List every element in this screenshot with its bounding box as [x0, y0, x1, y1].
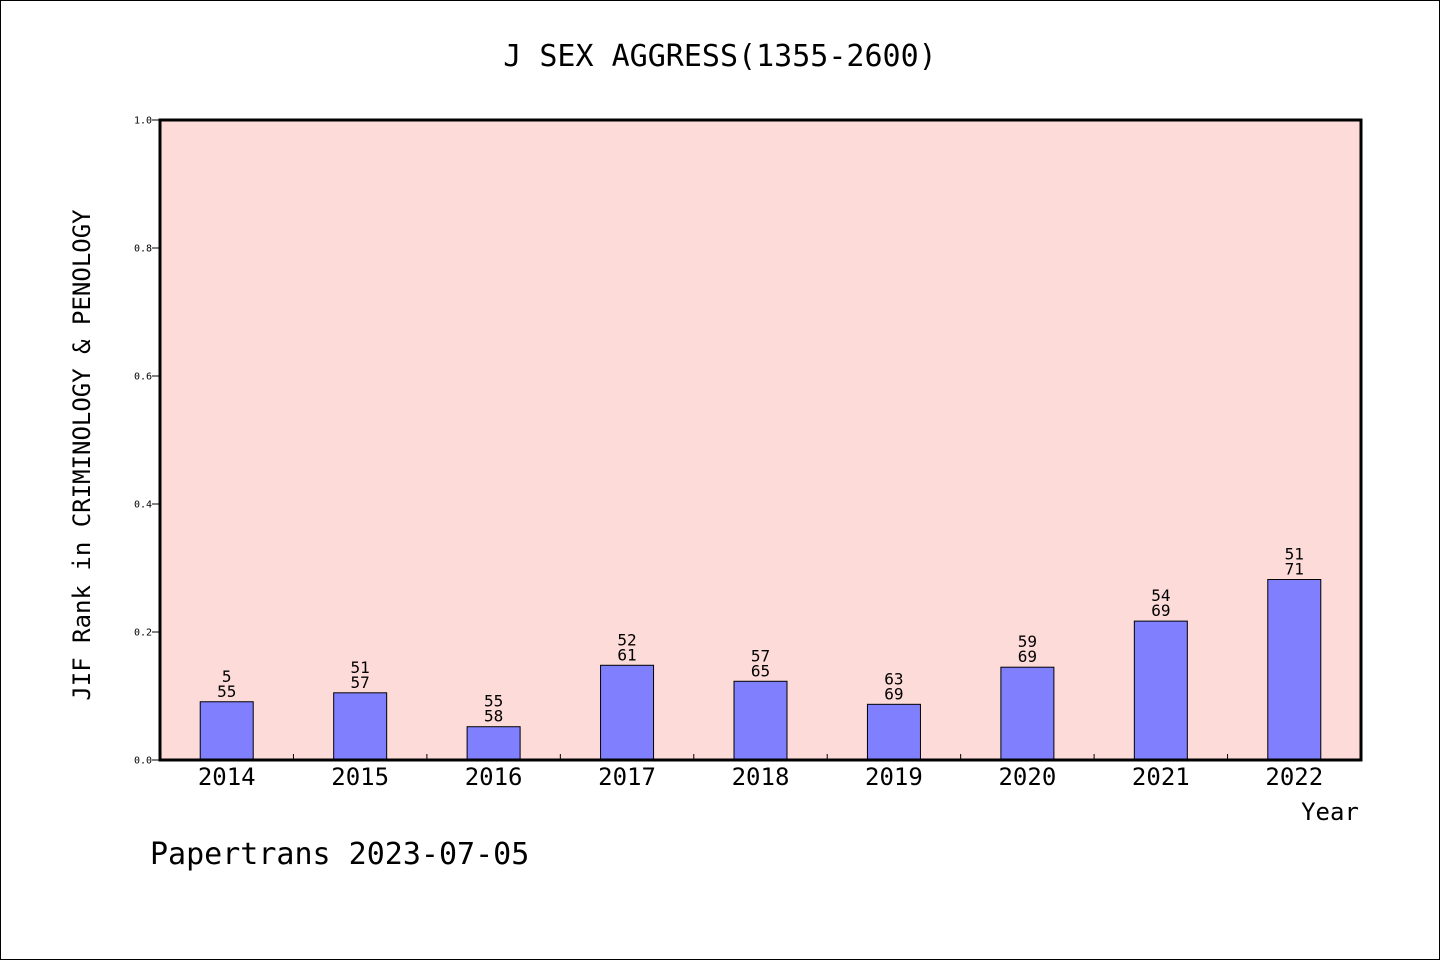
bar-rank-label: 59	[1018, 632, 1037, 651]
x-tick-label: 2017	[598, 763, 656, 791]
bar-total-label: 69	[1018, 647, 1037, 666]
x-tick-label: 2022	[1265, 763, 1323, 791]
bar-2018	[733, 680, 788, 761]
plot-frame	[158, 118, 1363, 762]
bar-total-label: 65	[751, 661, 770, 680]
bar-2020	[1000, 666, 1055, 761]
bar-total-label: 69	[1151, 601, 1170, 620]
bar-2014	[199, 701, 254, 761]
x-tick-label: 2019	[865, 763, 923, 791]
bar-2021	[1133, 620, 1188, 761]
bar-total-label: 69	[884, 684, 903, 703]
x-tick-label: 2016	[465, 763, 523, 791]
x-tick-label: 2020	[998, 763, 1056, 791]
x-tick-label: 2015	[331, 763, 389, 791]
bar-total-label: 55	[217, 682, 236, 701]
y-axis-label: JIF Rank in CRIMINOLOGY & PENOLOGY	[68, 209, 96, 701]
bar-rank-label: 55	[484, 692, 503, 711]
y-tick-label: 0.6	[134, 372, 152, 383]
bar-2015	[333, 692, 388, 761]
bar-2017	[600, 664, 655, 761]
chart-title: J SEX AGGRESS(1355-2600)	[503, 39, 936, 74]
y-tick-label: 0.0	[134, 756, 152, 767]
bar-2022	[1267, 579, 1322, 761]
bar-total-label: 58	[484, 707, 503, 726]
x-tick-label: 2018	[732, 763, 790, 791]
x-axis: 2014 2015 2016 2017 2018 2019 2020 2021 2022	[198, 754, 1323, 791]
bar-2019	[866, 703, 921, 761]
bar-total-label: 57	[351, 673, 370, 692]
bar-series	[199, 579, 1322, 761]
bar-rank-label: 52	[617, 630, 636, 649]
bar-2016	[466, 726, 521, 761]
bar-rank-label: 57	[751, 646, 770, 665]
footer-credit: Papertrans 2023-07-05	[150, 837, 529, 872]
bar-total-label: 61	[617, 645, 636, 664]
bar-rank-label: 5	[222, 667, 232, 686]
bar-rank-label: 51	[351, 658, 370, 677]
x-axis-label: Year	[1301, 798, 1359, 826]
bar-total-label: 71	[1285, 560, 1304, 579]
y-tick-label: 0.4	[134, 500, 152, 511]
y-tick-label: 0.2	[134, 628, 152, 639]
bar-rank-label: 54	[1151, 586, 1170, 605]
y-tick-label: 0.8	[134, 244, 152, 255]
bar-rank-label: 63	[884, 669, 903, 688]
x-tick-label: 2021	[1132, 763, 1190, 791]
x-tick-label: 2014	[198, 763, 256, 791]
bar-rank-label: 51	[1285, 545, 1304, 564]
y-tick-label: 1.0	[134, 116, 152, 127]
